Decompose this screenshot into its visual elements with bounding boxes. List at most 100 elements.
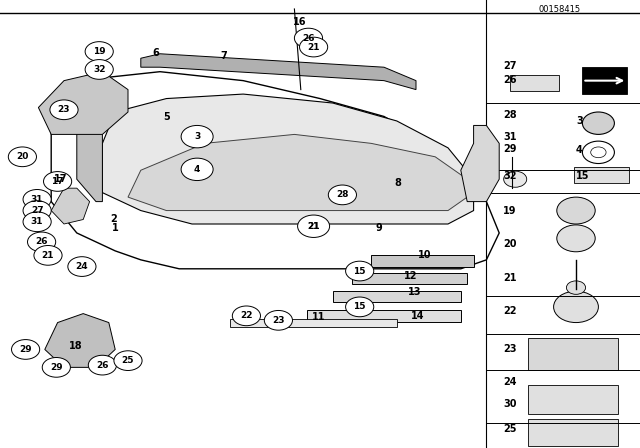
FancyBboxPatch shape	[352, 273, 467, 284]
Circle shape	[298, 215, 330, 237]
Circle shape	[85, 42, 113, 61]
Text: 15: 15	[353, 267, 366, 276]
Circle shape	[50, 100, 78, 120]
PathPatch shape	[51, 188, 90, 224]
FancyBboxPatch shape	[333, 291, 461, 302]
Text: 14: 14	[411, 311, 425, 321]
Text: 31: 31	[503, 132, 516, 142]
Text: 29: 29	[503, 144, 516, 154]
Text: 7: 7	[221, 51, 227, 61]
Text: 24: 24	[76, 262, 88, 271]
FancyBboxPatch shape	[528, 385, 618, 414]
Text: 21: 21	[307, 222, 320, 231]
Text: 27: 27	[31, 206, 44, 215]
Text: 18: 18	[68, 341, 83, 351]
Text: 21: 21	[307, 43, 320, 52]
PathPatch shape	[461, 125, 499, 202]
PathPatch shape	[38, 72, 128, 134]
Text: 9: 9	[376, 224, 382, 233]
Text: 26: 26	[96, 361, 109, 370]
Polygon shape	[582, 67, 627, 94]
Circle shape	[346, 297, 374, 317]
Text: 00158415: 00158415	[539, 5, 581, 14]
Circle shape	[42, 358, 70, 377]
Text: 3: 3	[576, 116, 583, 126]
PathPatch shape	[45, 314, 115, 367]
Text: 10: 10	[418, 250, 432, 260]
Text: 8: 8	[395, 178, 401, 188]
Text: 16: 16	[292, 17, 307, 27]
Text: 23: 23	[272, 316, 285, 325]
Circle shape	[557, 197, 595, 224]
Circle shape	[114, 351, 142, 370]
Text: 31: 31	[31, 217, 44, 226]
Circle shape	[566, 281, 586, 294]
Circle shape	[300, 216, 328, 236]
Text: 31: 31	[31, 195, 44, 204]
Text: 15: 15	[353, 302, 366, 311]
Circle shape	[557, 225, 595, 252]
Text: 28: 28	[336, 190, 349, 199]
Text: 27: 27	[503, 61, 516, 71]
Circle shape	[294, 28, 323, 48]
FancyBboxPatch shape	[230, 319, 397, 327]
Text: 29: 29	[19, 345, 32, 354]
Text: 3: 3	[194, 132, 200, 141]
Text: 19: 19	[503, 207, 516, 216]
FancyBboxPatch shape	[574, 167, 629, 183]
PathPatch shape	[51, 72, 499, 269]
Circle shape	[346, 261, 374, 281]
Text: 22: 22	[503, 306, 516, 316]
Text: 15: 15	[576, 171, 589, 181]
PathPatch shape	[141, 54, 416, 90]
Circle shape	[264, 310, 292, 330]
Circle shape	[554, 291, 598, 323]
PathPatch shape	[77, 90, 115, 202]
Text: 29: 29	[50, 363, 63, 372]
Text: 4: 4	[194, 165, 200, 174]
FancyBboxPatch shape	[307, 310, 461, 322]
Text: 6: 6	[153, 48, 159, 58]
Text: 17: 17	[51, 177, 64, 186]
Circle shape	[582, 141, 614, 164]
Circle shape	[12, 340, 40, 359]
Circle shape	[23, 190, 51, 209]
Circle shape	[582, 112, 614, 134]
Text: 26: 26	[35, 237, 48, 246]
Text: 32: 32	[503, 171, 516, 181]
Circle shape	[328, 185, 356, 205]
Text: 11: 11	[312, 312, 326, 322]
FancyBboxPatch shape	[528, 419, 618, 446]
Text: 19: 19	[93, 47, 106, 56]
Circle shape	[23, 212, 51, 232]
Text: 12: 12	[403, 271, 417, 280]
PathPatch shape	[128, 134, 467, 211]
Circle shape	[88, 355, 116, 375]
Text: 1: 1	[112, 224, 118, 233]
Text: 21: 21	[307, 222, 320, 231]
Circle shape	[181, 158, 213, 181]
Text: 30: 30	[503, 399, 516, 409]
Text: 22: 22	[240, 311, 253, 320]
FancyBboxPatch shape	[371, 255, 474, 267]
Circle shape	[300, 37, 328, 57]
Text: 5: 5	[163, 112, 170, 122]
PathPatch shape	[102, 94, 474, 224]
Text: 21: 21	[42, 251, 54, 260]
Text: 24: 24	[503, 377, 516, 387]
Circle shape	[232, 306, 260, 326]
FancyBboxPatch shape	[528, 338, 618, 370]
Circle shape	[34, 246, 62, 265]
Text: 20: 20	[16, 152, 29, 161]
Text: 25: 25	[503, 424, 516, 434]
Circle shape	[23, 201, 51, 220]
Text: 25: 25	[122, 356, 134, 365]
Circle shape	[8, 147, 36, 167]
Circle shape	[85, 60, 113, 79]
Text: 21: 21	[503, 273, 516, 283]
Text: 17: 17	[54, 174, 68, 184]
Text: 4: 4	[576, 145, 583, 155]
FancyBboxPatch shape	[510, 75, 559, 91]
Text: 13: 13	[408, 287, 422, 297]
Text: 2: 2	[111, 214, 117, 224]
